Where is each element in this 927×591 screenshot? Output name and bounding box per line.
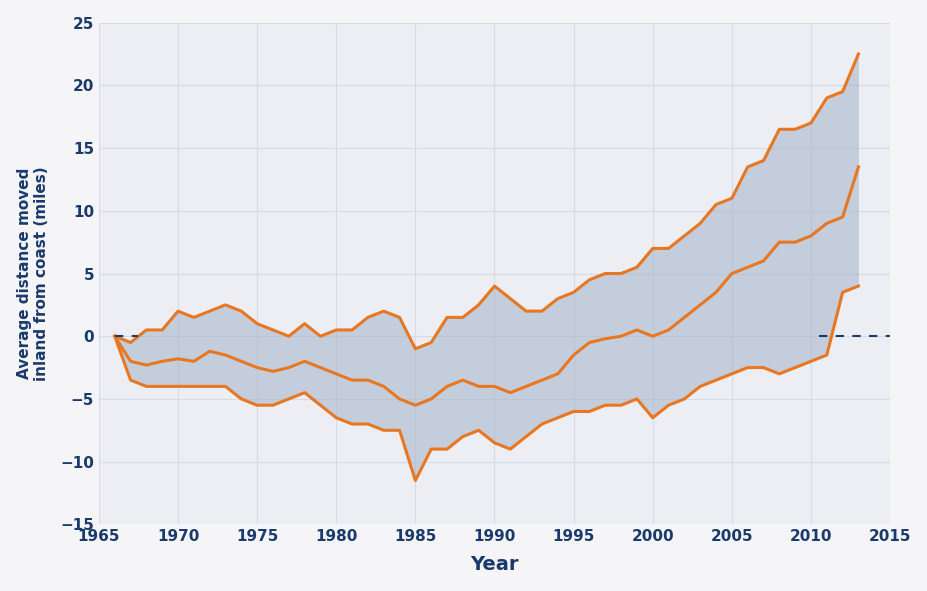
Y-axis label: Average distance moved
inland from coast (miles): Average distance moved inland from coast… [17, 166, 49, 381]
X-axis label: Year: Year [470, 556, 518, 574]
